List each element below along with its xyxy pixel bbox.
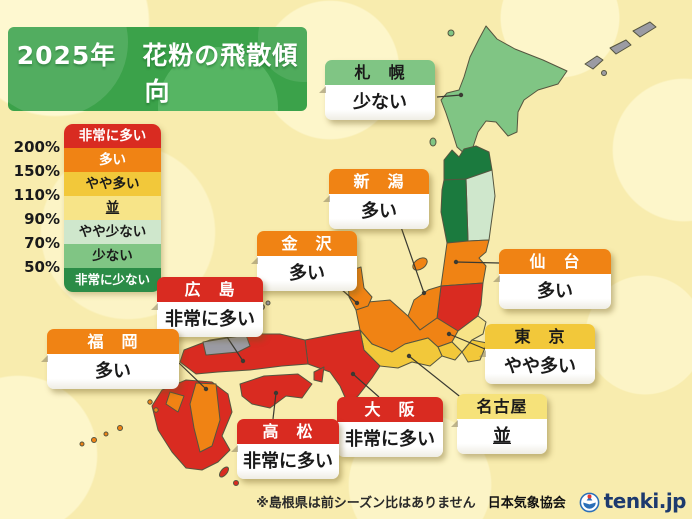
map-region-akita (440, 178, 469, 244)
legend-scale: 200% 150% 110% 90% 70% 50% (12, 124, 60, 294)
city-forecast: やや多い (479, 349, 595, 384)
city-forecast: 多い (323, 194, 429, 229)
city-label-osaka: 大 阪 非常に多い (331, 397, 443, 457)
map-island-amami-4 (79, 441, 85, 447)
city-forecast: 非常に多い (331, 422, 443, 457)
map-island-oki-2 (265, 300, 271, 306)
legend-threshold: 50% (24, 258, 60, 276)
leader-lines (178, 92, 500, 420)
city-name: 福 岡 (47, 329, 179, 354)
city-name: 金 沢 (257, 231, 357, 256)
city-name: 東 京 (485, 324, 595, 349)
city-label-nagoya: 名古屋 並 (451, 394, 547, 454)
city-forecast: 並 (451, 419, 547, 454)
map-island-amami-1 (117, 425, 123, 431)
map-island-goto-2 (153, 407, 159, 413)
map-region-kyushu (151, 379, 233, 471)
title-banner: 2025年 花粉の飛散傾向 前シーズン比 2025年1月16日発表 (8, 27, 307, 111)
map-island-south-1 (219, 466, 229, 478)
map-island-okushiri (429, 137, 437, 147)
city-name: 広 島 (157, 277, 263, 302)
organization-name: 日本気象協会 (487, 495, 566, 511)
legend-threshold: 200% (13, 138, 60, 156)
map-island-amami-2 (103, 431, 109, 437)
city-label-fukuoka: 福 岡 多い (41, 329, 179, 389)
legend-item-somewhat-high: やや多い (64, 172, 161, 196)
tenki-jp-logo[interactable]: tenki.jp (578, 489, 687, 513)
legend-threshold: 110% (13, 186, 60, 204)
tenki-jp-logo-text: tenki.jp (603, 489, 687, 513)
city-label-tokyo: 東 京 やや多い (479, 324, 595, 384)
city-label-takamatsu: 高 松 非常に多い (231, 419, 339, 479)
legend-item-very-high: 非常に多い (64, 124, 161, 148)
map-region-kinki (304, 329, 381, 405)
city-forecast: 多い (41, 354, 179, 389)
page-title: 2025年 花粉の飛散傾向 (16, 41, 299, 106)
map-region-iwate (465, 169, 496, 242)
map-island-awaji (313, 366, 325, 383)
map-region-kuril-1 (584, 55, 604, 70)
map-region-kuril-4 (601, 70, 607, 76)
city-forecast: 少ない (319, 85, 435, 120)
shimane-note: ※島根県は前シーズン比はありません (256, 495, 476, 511)
map-region-kuril-2 (609, 39, 632, 55)
legend-item-very-low: 非常に少ない (64, 268, 161, 292)
legend-threshold: 70% (24, 234, 60, 252)
legend-item-normal: 並 (64, 196, 161, 220)
city-label-sapporo: 札 幌 少ない (319, 60, 435, 120)
map-island-goto-1 (147, 399, 153, 405)
city-forecast: 多い (251, 256, 357, 291)
map-island-rishiri (447, 29, 455, 37)
map-island-south-2 (233, 480, 239, 486)
city-forecast: 多い (493, 274, 611, 309)
map-region-kuril-3 (632, 21, 657, 38)
city-label-kanazawa: 金 沢 多い (251, 231, 357, 291)
map-region-nagasaki (165, 391, 185, 413)
city-name: 高 松 (237, 419, 339, 444)
city-name: 仙 台 (499, 249, 611, 274)
legend-item-high: 多い (64, 148, 161, 172)
legend: 非常に多い 多い やや多い 並 やや少ない 少ない 非常に少ない (64, 124, 161, 292)
city-name: 大 阪 (337, 397, 443, 422)
city-name: 名古屋 (457, 394, 547, 419)
footer: ※島根県は前シーズン比はありません 日本気象協会 tenki.jp (256, 489, 686, 513)
legend-item-low: 少ない (64, 244, 161, 268)
city-label-sendai: 仙 台 多い (493, 249, 611, 309)
city-name: 札 幌 (325, 60, 435, 85)
city-name: 新 潟 (329, 169, 429, 194)
map-island-sado (412, 257, 428, 271)
map-island-amami-3 (91, 437, 97, 443)
city-forecast: 非常に多い (231, 444, 339, 479)
legend-threshold: 90% (24, 210, 60, 228)
legend-threshold: 150% (13, 162, 60, 180)
city-label-hiroshima: 広 島 非常に多い (151, 277, 263, 337)
city-label-niigata: 新 潟 多い (323, 169, 429, 229)
map-region-kyushu-west (189, 382, 221, 453)
tenki-jp-logo-icon (579, 492, 600, 512)
legend-item-somewhat-low: やや少ない (64, 220, 161, 244)
map-region-hokkaido (440, 25, 568, 156)
